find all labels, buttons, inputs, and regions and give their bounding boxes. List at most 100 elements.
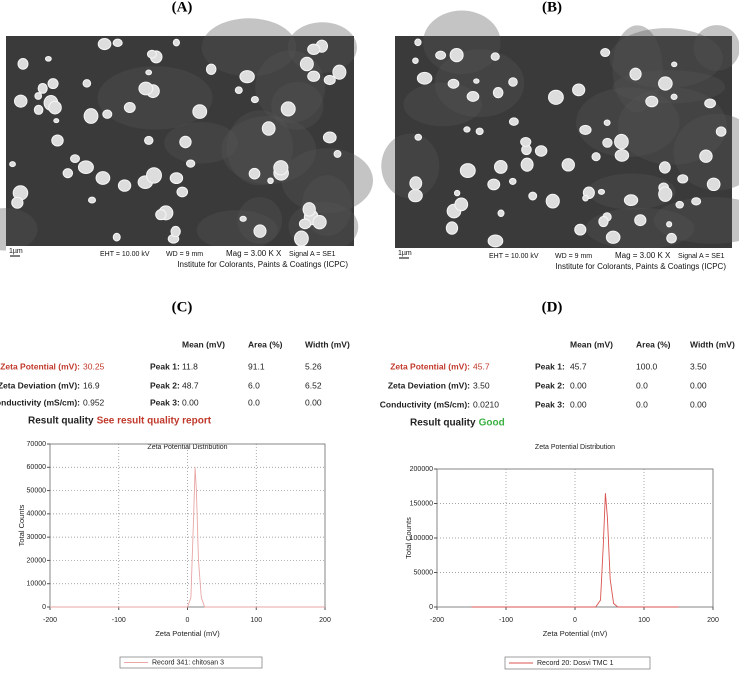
sem-particle [307, 43, 321, 55]
sem-particle [51, 134, 64, 147]
sem-particle [666, 221, 673, 228]
peak-cell: 6.52 [305, 380, 322, 390]
x-tick-label: 200 [707, 617, 719, 624]
sem-particle [112, 38, 123, 47]
y-tick-label: 50000 [27, 487, 47, 494]
peak-cell: 3.50 [690, 361, 707, 371]
sem-particle [412, 57, 419, 64]
y-tick-label: 100000 [410, 535, 433, 542]
legend-entry: Record 20: Dosvi TMC 1 [537, 660, 614, 667]
x-tick-label: 0 [573, 617, 577, 624]
y-tick-label: 0 [429, 604, 433, 611]
peak-cell: 0.00 [570, 399, 587, 409]
sem-particle [172, 38, 180, 47]
sem-particle [34, 92, 43, 100]
sem-particle [473, 78, 480, 84]
sem-particle [658, 186, 673, 202]
column-header: Width (mV) [690, 339, 735, 349]
peak-cell: 0.00 [305, 397, 322, 407]
sem-particle [11, 196, 24, 209]
sem-particle [671, 61, 678, 68]
y-tick-label: 50000 [414, 569, 434, 576]
sem-particle [239, 215, 247, 222]
x-tick-label: -100 [112, 617, 126, 624]
sem-particle [508, 177, 517, 185]
sem-haze [0, 208, 38, 251]
sem-particle [497, 209, 505, 217]
sem-haze [693, 25, 739, 71]
sem-particle [44, 55, 52, 62]
x-axis-label: Zeta Potential (mV) [543, 629, 608, 638]
sem-particle [261, 121, 276, 136]
peak-cell: 0.0 [636, 399, 648, 409]
sem-particle [205, 63, 217, 75]
sem-particle [169, 172, 184, 185]
sem-signal: Signal A = SE1 [678, 253, 725, 260]
sem-signal: Signal A = SE1 [289, 251, 336, 258]
sem-particle [675, 200, 684, 209]
sem-particle [445, 221, 459, 235]
sem-particle [176, 186, 189, 198]
sem-particle [408, 188, 423, 203]
sem-particle [280, 101, 296, 117]
sem-haze [617, 87, 727, 165]
y-tick-label: 200000 [410, 466, 433, 473]
sem-haze [97, 66, 213, 130]
sem-haze [201, 18, 297, 77]
series-line [471, 493, 679, 608]
sem-particle [598, 216, 609, 228]
sem-particle [435, 50, 447, 60]
sem-particle [508, 77, 518, 87]
y-tick-label: 150000 [410, 500, 433, 507]
x-tick-label: 100 [250, 617, 262, 624]
sem-particle [706, 177, 721, 192]
sem-particle [155, 209, 167, 221]
sem-particle [112, 232, 121, 242]
sem-haze [271, 81, 324, 130]
sem-particle [47, 78, 59, 90]
peak-cell: 48.7 [182, 380, 199, 390]
x-tick-label: 200 [319, 617, 331, 624]
sem-particle [102, 109, 113, 119]
sem-info-bar [6, 246, 354, 274]
sem-particle [520, 157, 534, 172]
sem-particle [322, 131, 337, 144]
sem-particle [97, 38, 112, 51]
sem-particle [333, 149, 342, 158]
sem-particle [138, 81, 154, 96]
column-header: Area (%) [636, 339, 671, 349]
legend-entry: Record 341: chitosan 3 [152, 659, 224, 666]
sem-particle [493, 159, 508, 174]
row-label: Zeta Potential (mV): [0, 361, 80, 371]
peak-cell: 11.8 [182, 361, 198, 371]
sem-particle [454, 197, 469, 212]
sem-info-bar [395, 248, 732, 276]
sem-particle [623, 194, 639, 207]
peak-cell: 6.0 [248, 380, 260, 390]
sem-particle [299, 56, 314, 72]
sem-particle [409, 176, 423, 191]
sem-particle [605, 230, 621, 244]
quality-label: Result quality [28, 416, 94, 427]
peak-label: Peak 3: [150, 397, 180, 407]
column-header: Area (%) [248, 339, 283, 349]
peak-cell: 0.00 [570, 380, 587, 390]
sem-particle [602, 137, 613, 148]
sem-particle [123, 101, 136, 113]
sem-particle [487, 178, 501, 191]
sem-institute: Institute for Colorants, Paints & Coatin… [555, 262, 726, 271]
row-label: Conductivity (mS/cm): [380, 399, 470, 409]
x-tick-label: 100 [638, 617, 650, 624]
peak-label: Peak 3: [535, 399, 565, 409]
sem-particle [492, 87, 504, 99]
sem-particle [547, 89, 564, 105]
sem-particle [234, 86, 243, 94]
sem-haze [423, 10, 501, 75]
row-value: 45.7 [473, 361, 490, 371]
sem-particle [82, 79, 92, 88]
sem-particle [192, 104, 208, 119]
sem-particle [83, 108, 99, 124]
sem-particle [146, 49, 157, 59]
peak-cell: 0.0 [636, 380, 648, 390]
